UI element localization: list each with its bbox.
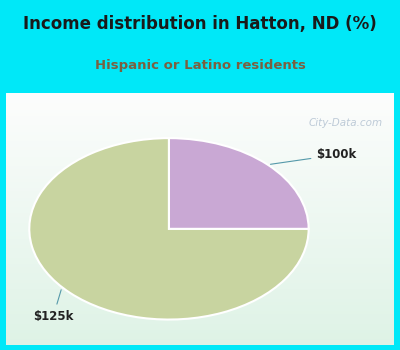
Bar xyxy=(6,112,394,115)
Bar xyxy=(6,257,394,260)
Bar xyxy=(6,304,394,307)
Bar xyxy=(6,203,394,206)
Bar xyxy=(6,285,394,288)
Bar xyxy=(6,156,394,159)
Bar xyxy=(6,263,394,266)
Bar xyxy=(6,190,394,194)
Bar xyxy=(6,269,394,272)
Bar xyxy=(6,241,394,244)
Bar xyxy=(6,250,394,253)
Bar xyxy=(6,310,394,313)
Bar xyxy=(6,247,394,250)
Bar xyxy=(6,313,394,316)
Bar xyxy=(6,178,394,181)
Bar xyxy=(6,131,394,134)
Bar xyxy=(6,326,394,329)
Bar xyxy=(6,260,394,263)
Bar xyxy=(6,149,394,153)
Bar xyxy=(6,291,394,294)
Bar xyxy=(6,165,394,168)
Text: City-Data.com: City-Data.com xyxy=(308,118,382,128)
Bar xyxy=(6,301,394,304)
Bar xyxy=(6,153,394,156)
Wedge shape xyxy=(169,138,309,229)
Bar xyxy=(6,231,394,235)
Bar xyxy=(6,96,394,99)
Bar xyxy=(6,146,394,149)
Bar xyxy=(6,99,394,102)
Bar xyxy=(6,342,394,345)
Bar xyxy=(6,316,394,320)
Bar xyxy=(6,323,394,326)
Bar xyxy=(6,288,394,291)
Bar xyxy=(6,159,394,162)
Bar xyxy=(6,222,394,225)
Bar xyxy=(6,194,394,197)
Bar xyxy=(6,338,394,342)
Bar xyxy=(6,298,394,301)
Bar xyxy=(6,105,394,108)
Text: $125k: $125k xyxy=(33,290,74,323)
Text: Income distribution in Hatton, ND (%): Income distribution in Hatton, ND (%) xyxy=(23,15,377,34)
Bar xyxy=(6,294,394,297)
Bar xyxy=(6,320,394,323)
Bar xyxy=(6,228,394,231)
Bar xyxy=(6,162,394,165)
Bar xyxy=(6,134,394,137)
Bar xyxy=(6,332,394,335)
Bar xyxy=(6,253,394,257)
Bar xyxy=(6,124,394,127)
Bar xyxy=(6,93,394,96)
Wedge shape xyxy=(29,138,309,320)
Bar xyxy=(6,168,394,172)
Bar xyxy=(6,206,394,209)
Bar xyxy=(6,307,394,310)
Bar xyxy=(6,108,394,112)
Bar xyxy=(6,181,394,184)
Bar xyxy=(6,115,394,118)
Bar xyxy=(6,266,394,269)
Bar xyxy=(6,216,394,219)
Bar xyxy=(6,121,394,124)
Bar xyxy=(6,197,394,200)
Text: Hispanic or Latino residents: Hispanic or Latino residents xyxy=(94,59,306,72)
Bar xyxy=(6,212,394,216)
Bar xyxy=(6,329,394,332)
Bar xyxy=(6,143,394,146)
Bar xyxy=(6,279,394,282)
Bar xyxy=(6,127,394,131)
Bar xyxy=(6,335,394,338)
Text: $100k: $100k xyxy=(270,148,357,164)
Bar xyxy=(6,137,394,140)
Bar xyxy=(6,234,394,238)
Bar xyxy=(6,184,394,187)
Bar xyxy=(6,200,394,203)
Bar xyxy=(6,225,394,228)
Bar xyxy=(6,187,394,190)
Bar xyxy=(6,172,394,175)
Bar xyxy=(6,209,394,212)
Bar xyxy=(6,219,394,222)
Bar xyxy=(6,282,394,285)
Bar xyxy=(6,175,394,178)
Bar xyxy=(6,102,394,105)
Bar xyxy=(6,244,394,247)
Bar xyxy=(6,238,394,241)
Bar xyxy=(6,272,394,275)
Bar xyxy=(6,140,394,143)
Bar xyxy=(6,118,394,121)
Bar xyxy=(6,275,394,279)
